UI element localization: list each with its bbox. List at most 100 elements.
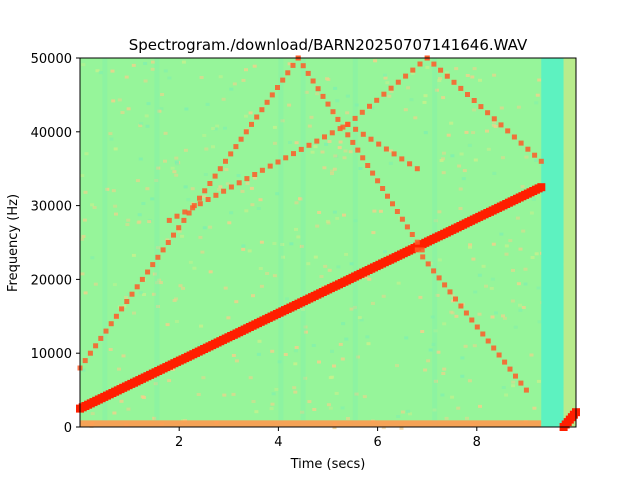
noise-speckle: [157, 278, 162, 282]
noise-speckle: [288, 141, 292, 144]
noise-speckle: [231, 392, 236, 396]
noise-speckle: [236, 174, 241, 178]
noise-speckle: [319, 275, 324, 278]
harmonic-dot: [139, 276, 145, 282]
harmonic-dot: [298, 146, 304, 152]
noise-speckle: [205, 102, 210, 106]
noise-speckle: [274, 387, 279, 391]
noise-speckle: [105, 187, 110, 191]
harmonic-dot: [391, 151, 397, 157]
harmonic-dot: [335, 116, 341, 122]
noise-speckle: [471, 257, 476, 261]
harmonic-dot: [320, 93, 326, 99]
harmonic-dot: [228, 184, 234, 190]
noise-speckle: [256, 207, 261, 210]
noise-speckle: [333, 86, 338, 90]
harmonic-dot: [451, 79, 457, 85]
harmonic-dot: [370, 170, 376, 176]
signal-marks: [76, 55, 580, 431]
harmonic-dot: [414, 166, 420, 172]
noise-speckle: [335, 216, 340, 220]
noise-speckle: [467, 379, 472, 383]
noise-speckle: [499, 106, 504, 110]
noise-speckle: [204, 147, 209, 151]
noise-speckle: [422, 100, 427, 104]
noise-speckle: [93, 282, 98, 286]
harmonic-dot: [403, 73, 409, 79]
gap-region: [541, 58, 564, 427]
noise-speckle: [499, 232, 504, 236]
noise-speckle: [330, 375, 335, 379]
noise-speckle: [441, 157, 445, 161]
noise-speckle: [537, 320, 542, 324]
noise-speckle: [450, 294, 455, 298]
noise-speckle: [501, 314, 505, 318]
noise-speckle: [271, 392, 276, 396]
harmonic-dot: [98, 335, 104, 341]
harmonic-dot: [353, 126, 359, 132]
noise-speckle: [202, 226, 207, 230]
noise-speckle: [502, 316, 507, 320]
noise-speckle: [269, 407, 274, 411]
noise-speckle: [460, 356, 465, 360]
harmonic-dot: [243, 129, 249, 135]
noise-speckle: [143, 79, 148, 83]
noise-speckle: [413, 116, 418, 120]
harmonic-dot: [381, 91, 387, 97]
noise-speckle: [383, 76, 388, 80]
harmonic-dot: [221, 188, 227, 194]
noise-speckle: [457, 164, 462, 168]
noise-speckle: [218, 185, 223, 189]
noise-speckle: [178, 284, 183, 288]
noise-speckle: [537, 78, 542, 82]
noise-speckle: [491, 242, 496, 246]
noise-speckle: [181, 60, 186, 64]
harmonic-dot: [113, 313, 119, 319]
noise-speckle: [465, 416, 469, 420]
noise-speckle: [202, 195, 207, 199]
main-sweep-segment: [537, 183, 546, 192]
noise-speckle: [378, 209, 383, 213]
noise-speckle: [252, 176, 257, 180]
noise-speckle: [143, 62, 148, 65]
tail-region: [563, 58, 576, 427]
plot-area: [76, 55, 580, 431]
noise-speckle: [383, 73, 387, 77]
noise-speckle: [80, 237, 85, 241]
noise-speckle: [307, 124, 312, 128]
noise-speckle: [245, 181, 250, 185]
noise-speckle: [420, 330, 425, 333]
harmonic-dot: [310, 78, 316, 84]
harmonic-dot: [267, 163, 273, 169]
noise-speckle: [450, 154, 455, 158]
noise-speckle: [287, 62, 292, 66]
harmonic-dot: [538, 158, 544, 164]
harmonic-dot: [207, 181, 213, 186]
noise-speckle: [92, 206, 97, 209]
noise-speckle: [470, 75, 475, 79]
noise-speckle: [142, 293, 146, 296]
noise-speckle: [324, 142, 329, 146]
harmonic-dot: [269, 92, 275, 98]
noise-speckle: [366, 342, 371, 346]
noise-speckle: [215, 124, 220, 128]
noise-speckle: [340, 357, 345, 361]
x-tick-label: 4: [274, 435, 282, 450]
noise-speckle: [481, 264, 486, 268]
harmonic-dot: [330, 109, 336, 115]
noise-speckle: [436, 350, 441, 354]
noise-speckle: [240, 189, 245, 193]
noise-speckle: [353, 219, 358, 223]
harmonic-dot: [197, 201, 203, 207]
noise-speckle: [343, 149, 348, 153]
harmonic-dot: [365, 163, 371, 168]
harmonic-dot: [176, 225, 182, 231]
noise-speckle: [109, 137, 114, 141]
y-tick-label: 40000: [31, 126, 72, 141]
noise-speckle: [437, 210, 442, 214]
noise-speckle: [373, 59, 378, 63]
noise-speckle: [258, 198, 263, 202]
y-axis: 0 10000 20000 30000 40000 50000: [31, 52, 80, 436]
noise-speckle: [312, 408, 317, 411]
harmonic-dot: [305, 70, 311, 76]
